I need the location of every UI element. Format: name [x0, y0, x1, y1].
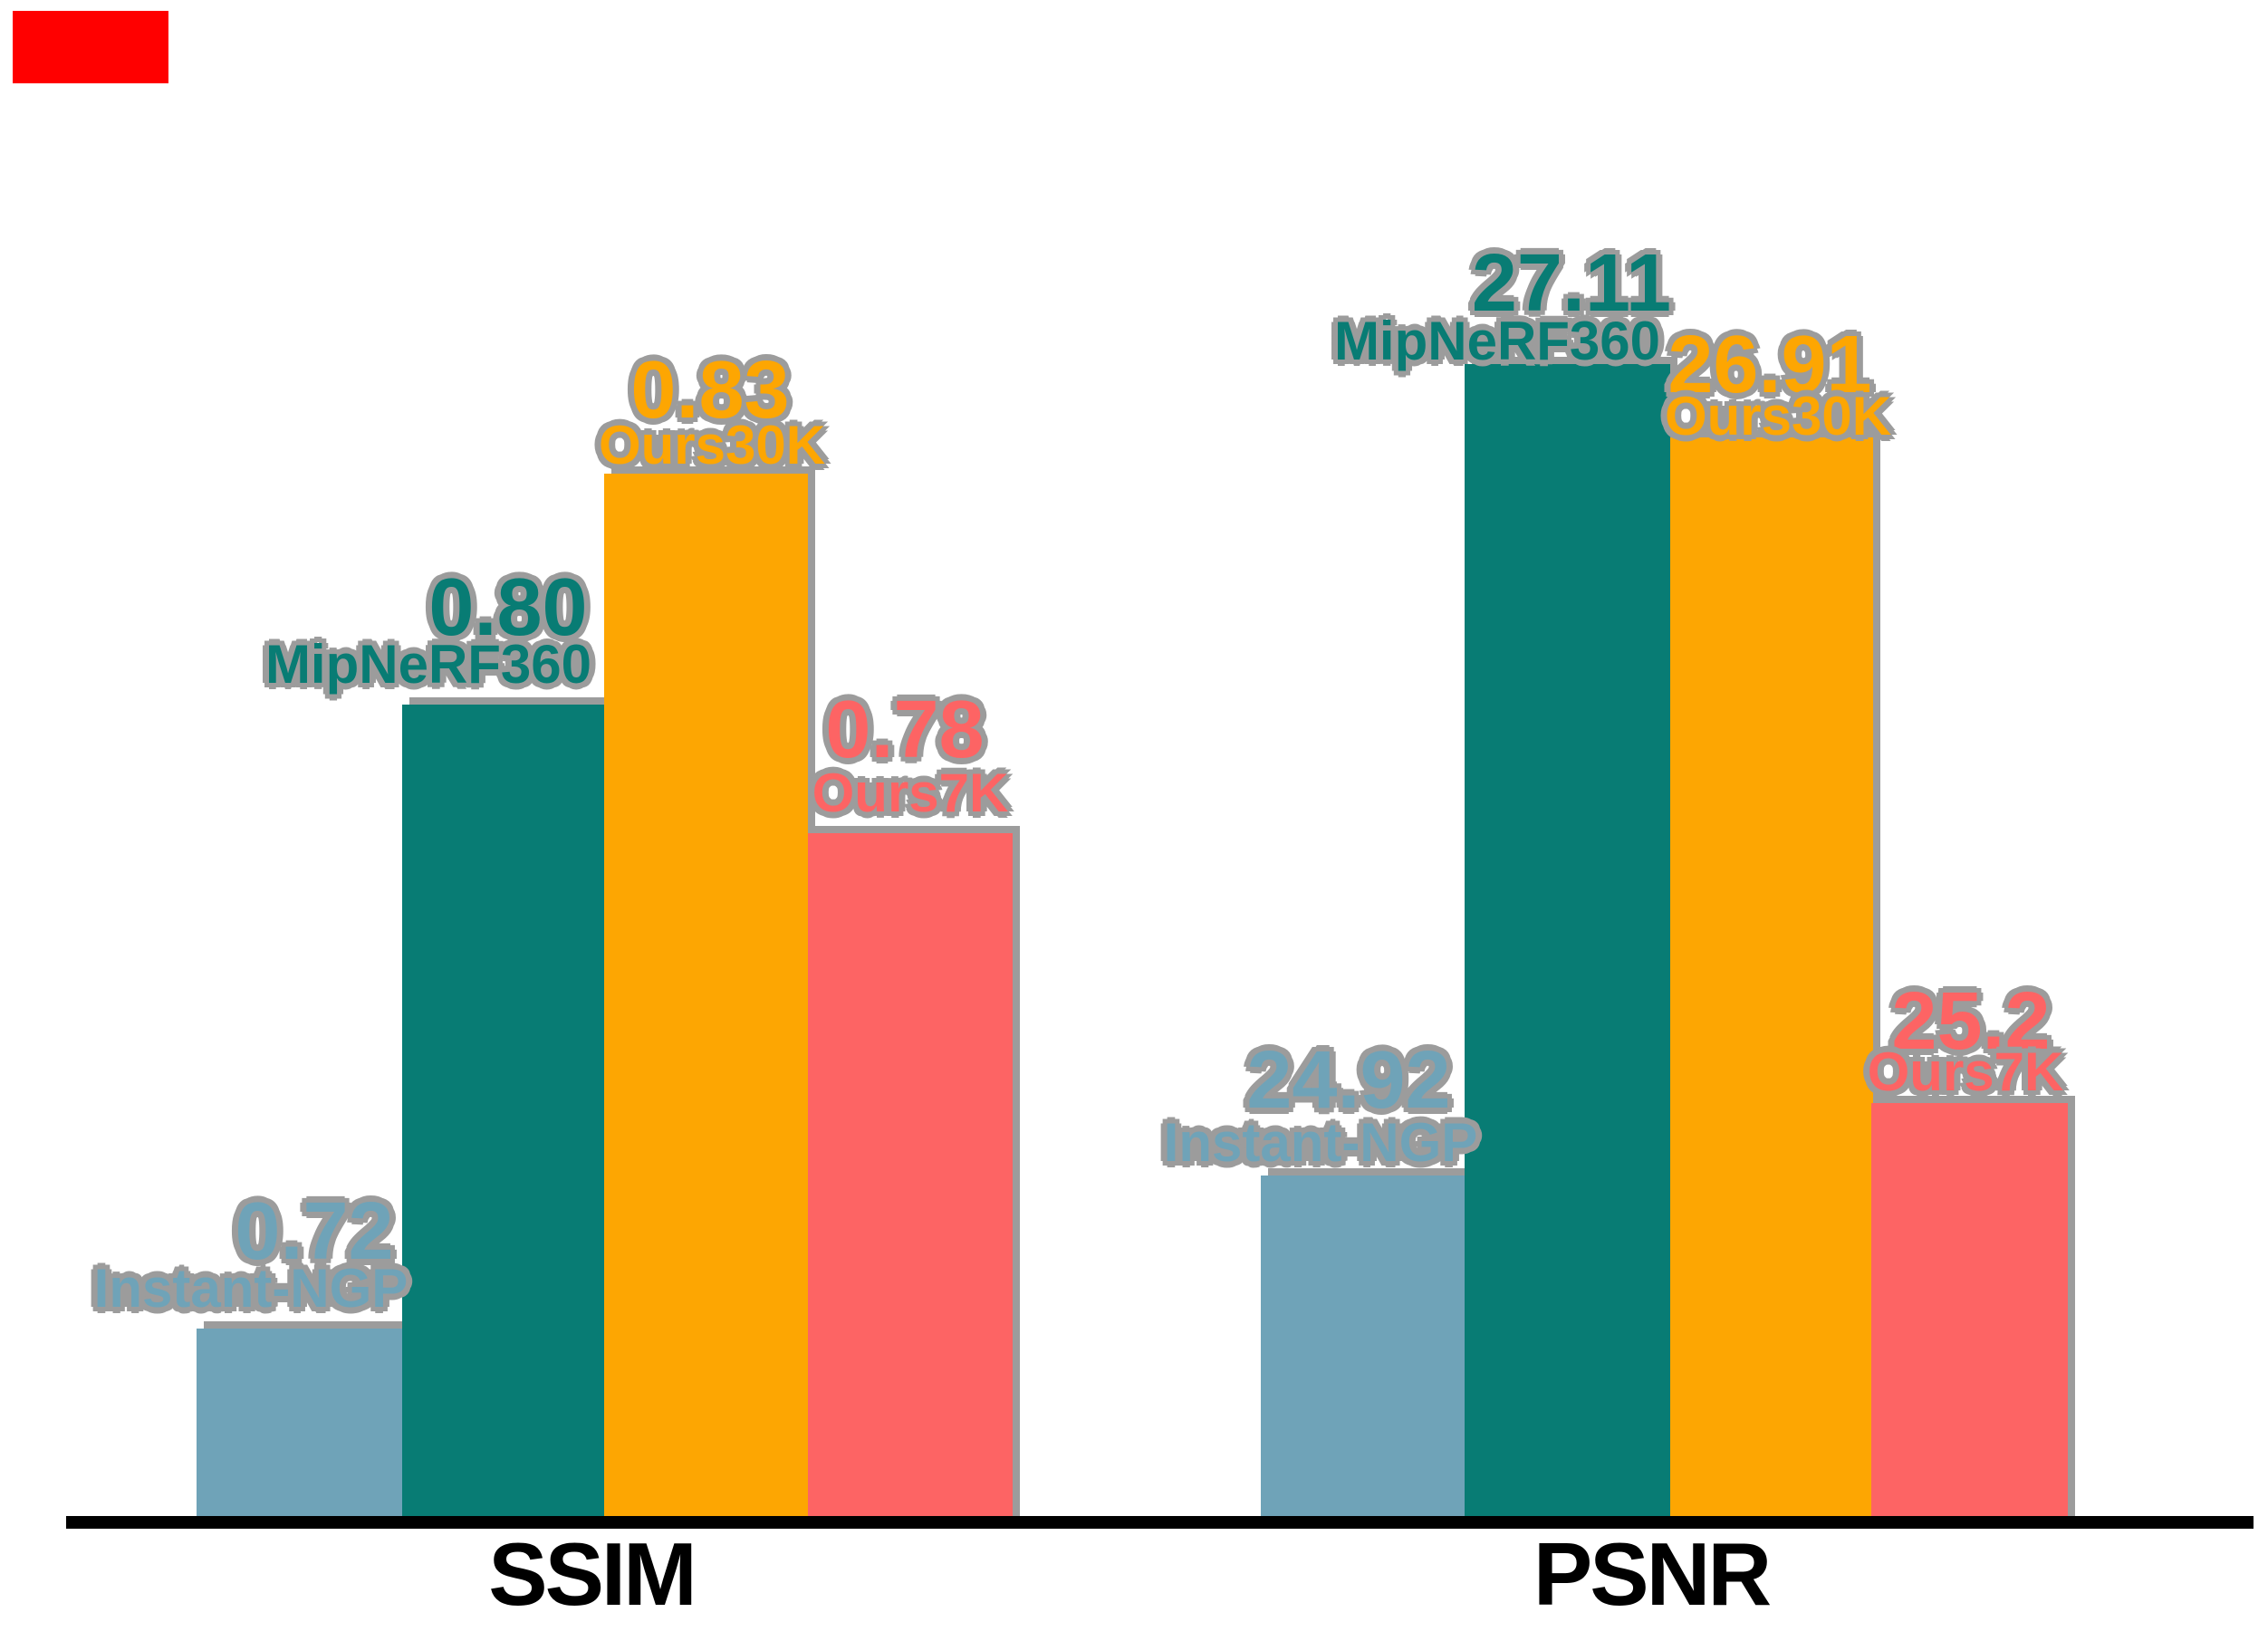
series-label-ssim-instant-ngp: Instant-NGP [93, 1258, 408, 1319]
bar-ssim-mipnerf360 [402, 705, 604, 1525]
value-label-psnr-mipnerf360: 27.11 [1471, 238, 1672, 329]
x-axis-label-psnr: PSNR [1533, 1524, 1772, 1624]
red-marker-box [13, 11, 168, 83]
bar-psnr-instant-ngp [1261, 1176, 1466, 1525]
bar-psnr-ours30k [1670, 437, 1873, 1525]
bar-ssim-ours30k [604, 474, 808, 1525]
series-label-ssim-ours30k: Ours30K [598, 415, 826, 475]
series-label-psnr-ours30k: Ours30K [1664, 386, 1892, 446]
series-label-ssim-ours7k: Ours7K [812, 763, 1009, 823]
value-label-psnr-ours7k: 25.2 [1891, 976, 2051, 1067]
value-label-ssim-instant-ngp: 0.72 [235, 1186, 394, 1277]
bar-ssim-instant-ngp [197, 1329, 406, 1525]
bar-ssim-ours7k [808, 833, 1013, 1525]
value-label-psnr-ours30k: 26.91 [1667, 320, 1872, 410]
series-label-psnr-ours7k: Ours7K [1867, 1041, 2064, 1102]
value-label-psnr-instant-ngp: 24.92 [1246, 1035, 1451, 1126]
x-axis-line [66, 1516, 2254, 1529]
series-label-psnr-instant-ngp: Instant-NGP [1163, 1112, 1478, 1173]
bar-psnr-ours7k [1871, 1103, 2068, 1525]
value-label-ssim-ours7k: 0.78 [825, 685, 985, 775]
bar-psnr-mipnerf360 [1465, 364, 1670, 1525]
series-label-psnr-mipnerf360: MipNeRF360 [1333, 311, 1661, 371]
x-axis-label-ssim: SSIM [488, 1524, 697, 1624]
value-label-ssim-ours30k: 0.83 [630, 345, 790, 436]
series-label-ssim-mipnerf360: MipNeRF360 [264, 634, 592, 695]
value-label-ssim-mipnerf360: 0.80 [428, 562, 588, 653]
